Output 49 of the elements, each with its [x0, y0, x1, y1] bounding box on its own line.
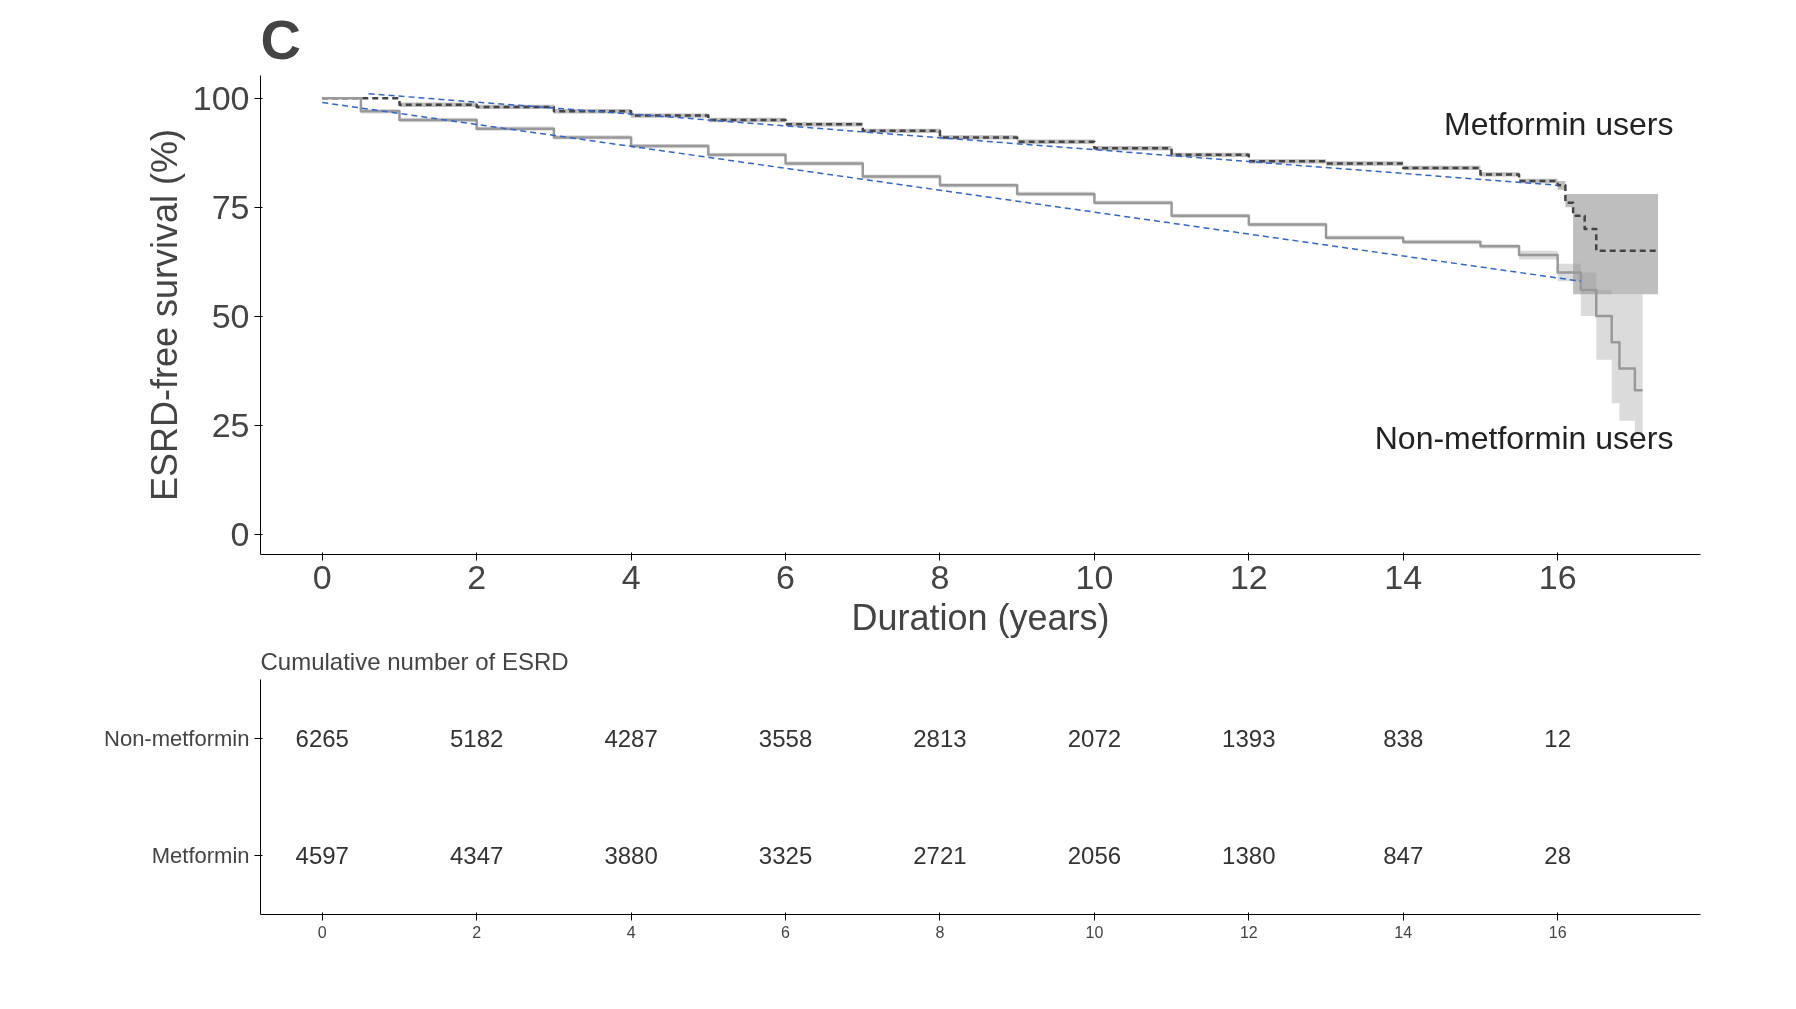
y-axis-title: ESRD-free survival (%): [143, 128, 185, 502]
x-tick-label: 4: [621, 557, 641, 596]
data-label: 4597: [295, 842, 349, 870]
data-label: 4287: [604, 724, 658, 752]
data-label: 2721: [913, 842, 967, 870]
data-label: 2072: [1067, 724, 1122, 752]
x-tick-label: 2: [472, 923, 482, 941]
series-label: Metformin users: [1444, 106, 1674, 143]
x-tick-label: 6: [781, 923, 791, 941]
x-tick-label: 14: [1384, 557, 1423, 596]
data-label: 2056: [1067, 842, 1122, 870]
x-tick-label: 0: [317, 923, 327, 941]
data-label: 5182: [450, 724, 504, 752]
y-tick-label: 0: [230, 514, 250, 553]
chart-title: C: [260, 7, 301, 71]
x-tick-label: 2: [467, 557, 487, 596]
y-tick-label: 50: [211, 296, 250, 335]
x-tick-label: 12: [1229, 557, 1268, 596]
data-label: 3325: [758, 842, 813, 870]
y-tick-label: 100: [192, 78, 250, 117]
y-tick-label: 75: [211, 187, 250, 226]
x-tick-label: 8: [930, 557, 950, 596]
x-tick-label: 16: [1548, 923, 1567, 941]
data-label: 3880: [604, 842, 658, 870]
x-tick-label: 10: [1085, 923, 1104, 941]
x-tick-label: 12: [1239, 923, 1258, 941]
x-tick-label: 0: [312, 557, 332, 596]
data-label: 2813: [913, 724, 967, 752]
x-axis-title: Duration (years): [851, 596, 1110, 638]
y-tick-label: 25: [211, 405, 250, 444]
x-tick-label: 14: [1394, 923, 1413, 941]
data-label: 28: [1544, 842, 1572, 870]
x-tick-label: 6: [776, 557, 796, 596]
chart-title: Cumulative number of ESRD: [260, 647, 569, 675]
data-label: 6265: [295, 724, 349, 752]
data-label: 3558: [758, 724, 813, 752]
series-label: Non-metformin users: [1374, 420, 1674, 457]
data-label: 4347: [450, 842, 504, 870]
x-tick-label: 10: [1075, 557, 1114, 596]
data-label: 12: [1544, 724, 1572, 752]
data-label: 847: [1383, 842, 1424, 870]
data-label: 1380: [1222, 842, 1276, 870]
x-tick-label: 8: [935, 923, 945, 941]
x-tick-label: 16: [1538, 557, 1577, 596]
x-tick-label: 4: [626, 923, 636, 941]
data-label: 1393: [1222, 724, 1276, 752]
data-label: 838: [1383, 724, 1424, 752]
y-tick-label: Non-metformin: [104, 725, 250, 751]
y-tick-label: Metformin: [151, 843, 250, 869]
